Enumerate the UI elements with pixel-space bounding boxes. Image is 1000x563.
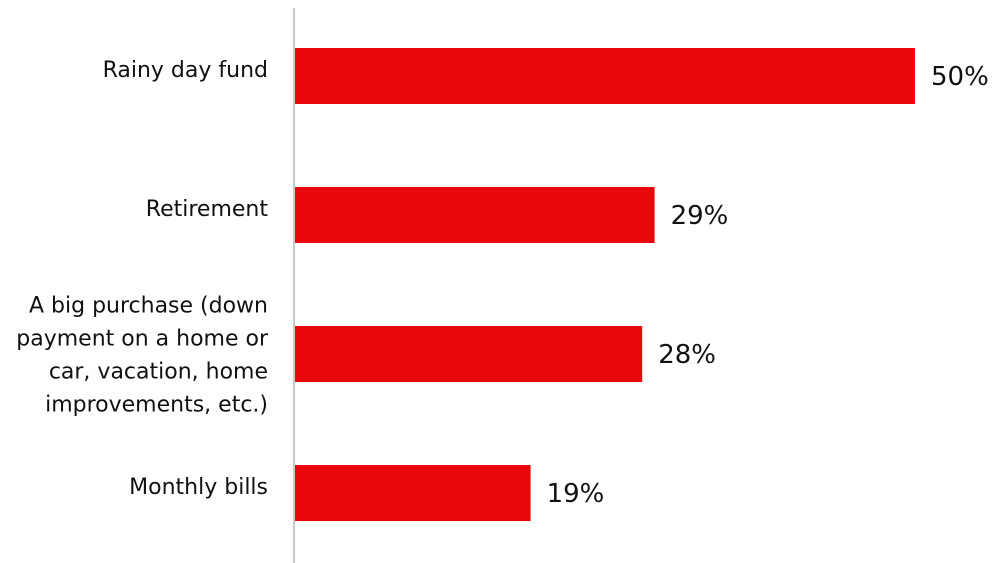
bars-group: [295, 48, 915, 521]
bar: [295, 48, 915, 104]
category-label: A big purchase (down: [29, 294, 268, 319]
value-labels-group: 50% 29% 28% 19%: [547, 62, 989, 509]
data-label: 29%: [671, 201, 729, 231]
data-label: 50%: [931, 62, 989, 92]
bar: [295, 326, 643, 382]
bar: [295, 187, 655, 243]
category-label: Monthly bills: [129, 475, 268, 500]
category-label: Retirement: [146, 197, 269, 222]
category-label: car, vacation, home: [49, 360, 268, 385]
data-label: 19%: [547, 479, 605, 509]
category-labels-group: Rainy day fund Retirement A big purchase (…: [16, 58, 269, 500]
category-label: Rainy day fund: [103, 58, 268, 83]
category-label: payment on a home or: [16, 327, 269, 352]
category-label: improvements, etc.): [45, 393, 268, 418]
data-label: 28%: [658, 340, 716, 370]
bar: [295, 465, 531, 521]
